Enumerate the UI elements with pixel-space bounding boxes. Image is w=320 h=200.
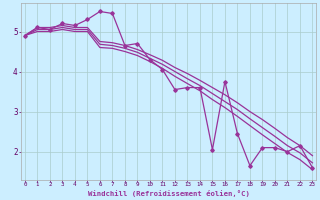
X-axis label: Windchill (Refroidissement éolien,°C): Windchill (Refroidissement éolien,°C) <box>88 190 250 197</box>
